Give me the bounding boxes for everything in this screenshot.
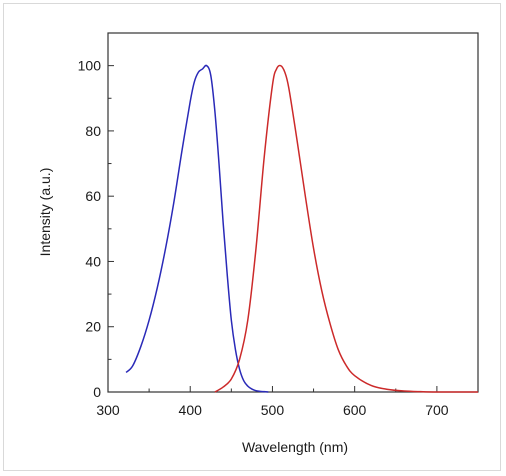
x-tick-label: 300: [96, 402, 120, 418]
y-tick-label: 60: [85, 188, 101, 204]
y-tick-label: 100: [78, 58, 102, 74]
x-tick-label: 400: [179, 402, 203, 418]
chart-frame: [3, 3, 501, 471]
x-tick-label: 700: [425, 402, 449, 418]
x-axis-title: Wavelength (nm): [242, 439, 348, 455]
x-tick-label: 500: [261, 402, 285, 418]
axes: 300 400 500 600 700 0 20 40 60 80 100: [78, 32, 479, 418]
plot-area-border: [107, 32, 479, 393]
series-line-2: [214, 64, 479, 393]
y-tick-label: 20: [85, 319, 101, 335]
series-layer: [125, 64, 479, 393]
y-tick-label: 40: [85, 253, 101, 269]
y-tick-label: 80: [85, 123, 101, 139]
y-tick-label: 0: [93, 384, 101, 400]
x-tick-label: 600: [343, 402, 367, 418]
series-line-1: [125, 64, 269, 393]
y-axis-title: Intensity (a.u.): [37, 168, 53, 257]
